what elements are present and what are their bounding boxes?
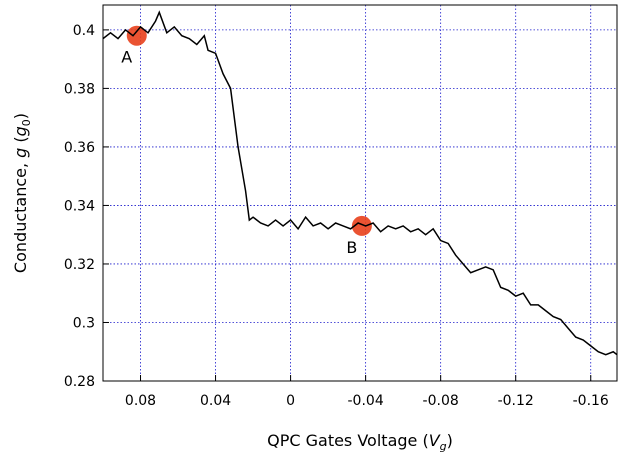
x-label-part: g [440, 440, 447, 453]
x-tick-label: 0.04 [200, 393, 231, 409]
x-axis-label: QPC Gates Voltage (Vg) [267, 431, 453, 453]
y-tick-label: 0.28 [64, 374, 95, 390]
annotation-marker [351, 215, 372, 236]
x-label-part: V [429, 431, 441, 450]
plot-frame [102, 4, 618, 382]
data-line [102, 10, 618, 356]
x-tick-label: -0.08 [423, 393, 459, 409]
x-label-part: ) [447, 431, 453, 450]
y-label-part: ( [11, 136, 30, 147]
y-tick-label: 0.34 [64, 198, 95, 214]
x-tick-label: 0.08 [125, 393, 156, 409]
y-tick-label: 0.3 [73, 315, 95, 331]
y-tick-label: 0.32 [64, 257, 95, 273]
y-axis-label: Conductance, g (g0) [11, 113, 33, 273]
y-label-part: g [11, 148, 30, 158]
y-tick-label: 0.36 [64, 140, 95, 156]
y-label-part: Conductance, [11, 158, 30, 273]
annotation-marker [126, 25, 147, 46]
annotation-label: A [121, 48, 132, 67]
y-tick-label: 0.38 [64, 81, 95, 97]
y-label-part: 0 [20, 119, 33, 126]
x-tick-label: 0 [286, 393, 295, 409]
x-tick-label: -0.12 [498, 393, 534, 409]
y-tick-label: 0.4 [73, 23, 95, 39]
y-label-part: g [11, 126, 30, 136]
x-tick-label: -0.16 [573, 393, 609, 409]
annotation-label: B [346, 238, 357, 257]
y-label-part: ) [11, 113, 30, 119]
x-label-part: QPC Gates Voltage ( [267, 431, 429, 450]
x-tick-label: -0.04 [348, 393, 384, 409]
